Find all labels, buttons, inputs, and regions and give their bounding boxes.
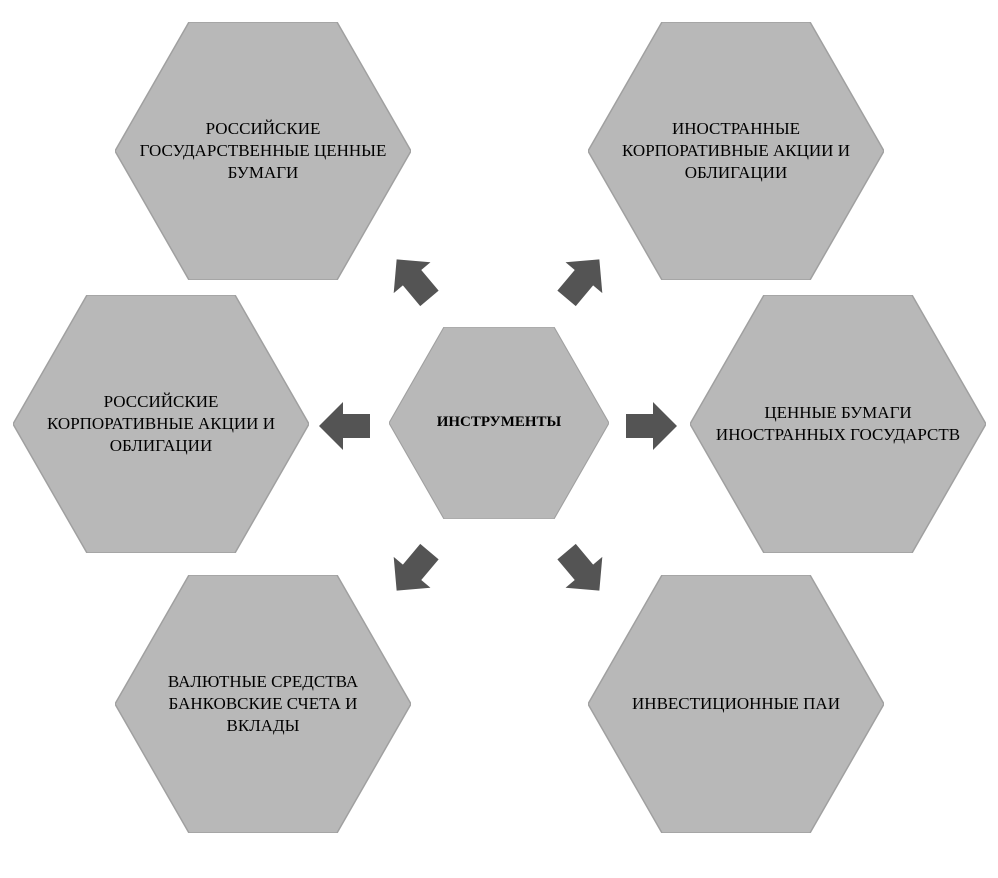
arrow-left <box>316 396 376 456</box>
hexagon-bottom-right: ИНВЕСТИЦИОННЫЕ ПАИ <box>588 575 884 833</box>
hexagon-center: ИНСТРУМЕНТЫ <box>389 327 609 519</box>
hexagon-top-left: РОССИЙСКИЕ ГОСУДАРСТВЕННЫЕ ЦЕННЫЕ БУМАГИ <box>115 22 411 280</box>
hexagon-top-right: ИНОСТРАННЫЕ КОРПОРАТИВНЫЕ АКЦИИ И ОБЛИГА… <box>588 22 884 280</box>
right-label: ЦЕННЫЕ БУМАГИ ИНОСТРАННЫХ ГОСУДАРСТВ <box>690 402 986 446</box>
top-right-label: ИНОСТРАННЫЕ КОРПОРАТИВНЫЕ АКЦИИ И ОБЛИГА… <box>588 118 884 184</box>
hexagon-bottom-left: ВАЛЮТНЫЕ СРЕДСТВА БАНКОВСКИЕ СЧЕТА И ВКЛ… <box>115 575 411 833</box>
hexagon-left: РОССИЙСКИЕ КОРПОРАТИВНЫЕ АКЦИИ И ОБЛИГАЦ… <box>13 295 309 553</box>
bottom-left-label: ВАЛЮТНЫЕ СРЕДСТВА БАНКОВСКИЕ СЧЕТА И ВКЛ… <box>115 671 411 737</box>
top-left-label: РОССИЙСКИЕ ГОСУДАРСТВЕННЫЕ ЦЕННЫЕ БУМАГИ <box>115 118 411 184</box>
arrow-right <box>620 396 680 456</box>
center-label: ИНСТРУМЕНТЫ <box>417 413 582 433</box>
bottom-right-label: ИНВЕСТИЦИОННЫЕ ПАИ <box>612 693 860 715</box>
hexagon-right: ЦЕННЫЕ БУМАГИ ИНОСТРАННЫХ ГОСУДАРСТВ <box>690 295 986 553</box>
left-label: РОССИЙСКИЕ КОРПОРАТИВНЫЕ АКЦИИ И ОБЛИГАЦ… <box>13 391 309 457</box>
